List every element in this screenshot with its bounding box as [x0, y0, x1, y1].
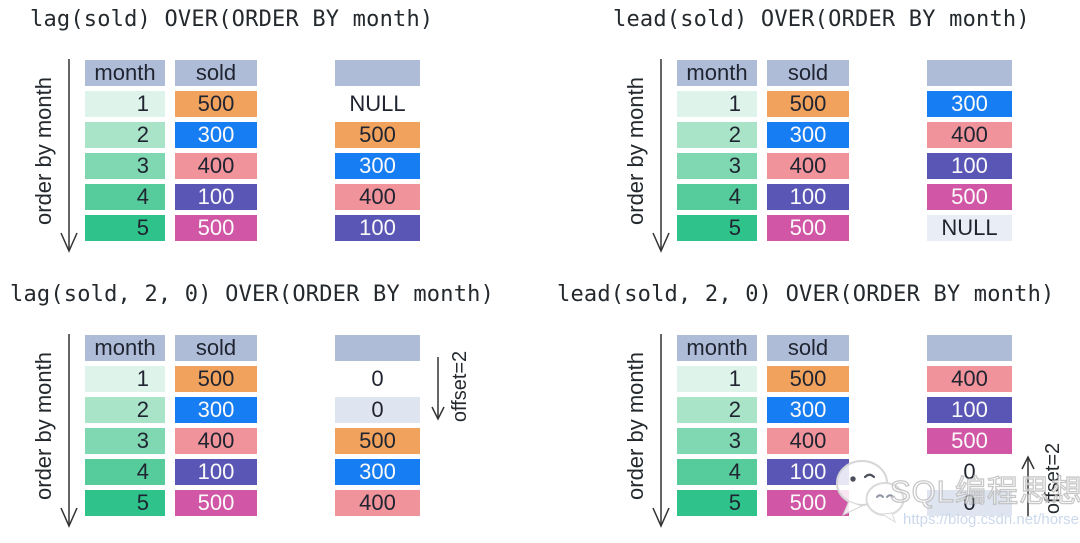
order-by-label-text: order by month: [31, 352, 56, 500]
result-cell: 100: [927, 397, 1012, 423]
result-cell: 400: [927, 122, 1012, 148]
quadrant-title-lead: lead(sold) OVER(ORDER BY month): [613, 7, 1030, 32]
month-cell: 3: [85, 153, 165, 179]
sold-cell: 500: [175, 215, 257, 241]
order-by-arrow-icon: [650, 57, 674, 255]
sold-cell: 300: [767, 122, 849, 148]
order-by-label-text: order by month: [623, 77, 648, 225]
month-cell: 5: [677, 215, 757, 241]
month-cell: 5: [85, 215, 165, 241]
sold-cell: 100: [175, 459, 257, 485]
sold-cell: 400: [767, 428, 849, 454]
sold-cell: 100: [767, 459, 849, 485]
sold-cell: 500: [767, 91, 849, 117]
result-cell: 400: [335, 490, 420, 516]
sold-header-cell: sold: [767, 335, 849, 361]
sold-cell: 300: [175, 122, 257, 148]
month-cell: 1: [85, 91, 165, 117]
sold-header-cell: sold: [175, 335, 257, 361]
sold-cell: 400: [767, 153, 849, 179]
watermark-brand: SQL编程思想: [889, 473, 1080, 509]
result-cell: 0: [335, 397, 420, 423]
sold-cell: 500: [175, 490, 257, 516]
result-cell: 100: [927, 153, 1012, 179]
quadrant-title-lag-offset: lag(sold, 2, 0) OVER(ORDER BY month): [10, 282, 495, 307]
month-cell: 2: [85, 397, 165, 423]
result-cell: 0: [927, 459, 1012, 485]
sold-cell: 500: [175, 91, 257, 117]
result-cell: 400: [927, 366, 1012, 392]
month-cell: 4: [677, 184, 757, 210]
sold-cell: 500: [767, 366, 849, 392]
result-header-cell: [335, 335, 420, 361]
result-cell: 300: [927, 91, 1012, 117]
result-cell: 0: [927, 490, 1012, 516]
order-by-arrow-icon: [58, 57, 82, 255]
month-header-cell: month: [85, 335, 165, 361]
result-cell: 0: [335, 366, 420, 392]
month-cell: 4: [85, 184, 165, 210]
result-cell: NULL: [335, 91, 420, 117]
order-by-arrow-icon: [58, 332, 82, 530]
result-cell: 300: [335, 153, 420, 179]
month-cell: 1: [677, 366, 757, 392]
offset-arrow-icon: [429, 355, 447, 423]
month-cell: 3: [85, 428, 165, 454]
watermark-url: https://blog.csdn.net/horses: [903, 511, 1080, 528]
month-header-cell: month: [677, 335, 757, 361]
result-header-cell: [927, 60, 1012, 86]
result-cell: 500: [335, 122, 420, 148]
result-header-cell: [927, 335, 1012, 361]
sold-cell: 400: [175, 153, 257, 179]
month-cell: 4: [677, 459, 757, 485]
month-cell: 5: [677, 490, 757, 516]
result-cell: NULL: [927, 215, 1012, 241]
sold-cell: 500: [767, 215, 849, 241]
offset-label-text: offset=2: [449, 350, 472, 422]
month-cell: 2: [677, 397, 757, 423]
month-header-cell: month: [677, 60, 757, 86]
result-cell: 300: [335, 459, 420, 485]
sold-cell: 500: [767, 490, 849, 516]
result-cell: 100: [335, 215, 420, 241]
offset-label: offset=2: [447, 336, 475, 436]
month-cell: 2: [677, 122, 757, 148]
sold-cell: 100: [175, 184, 257, 210]
wechat-icon: [836, 460, 905, 524]
offset-arrow-icon: [1019, 451, 1037, 519]
sold-cell: 100: [767, 184, 849, 210]
sold-cell: 300: [175, 397, 257, 423]
month-cell: 4: [85, 459, 165, 485]
sold-cell: 300: [767, 397, 849, 423]
sold-cell: 500: [175, 366, 257, 392]
result-header-cell: [335, 60, 420, 86]
order-by-arrow-icon: [650, 332, 674, 530]
result-cell: 400: [335, 184, 420, 210]
result-cell: 500: [335, 428, 420, 454]
month-cell: 1: [85, 366, 165, 392]
month-header-cell: month: [85, 60, 165, 86]
quadrant-title-lead-offset: lead(sold, 2, 0) OVER(ORDER BY month): [557, 282, 1055, 307]
result-cell: 500: [927, 428, 1012, 454]
order-by-label-text: order by month: [623, 352, 648, 500]
quadrant-title-lag: lag(sold) OVER(ORDER BY month): [30, 7, 434, 32]
month-cell: 3: [677, 428, 757, 454]
sold-header-cell: sold: [175, 60, 257, 86]
order-by-label-text: order by month: [31, 77, 56, 225]
sold-header-cell: sold: [767, 60, 849, 86]
month-cell: 3: [677, 153, 757, 179]
month-cell: 5: [85, 490, 165, 516]
result-cell: 500: [927, 184, 1012, 210]
sold-cell: 400: [175, 428, 257, 454]
month-cell: 2: [85, 122, 165, 148]
month-cell: 1: [677, 91, 757, 117]
